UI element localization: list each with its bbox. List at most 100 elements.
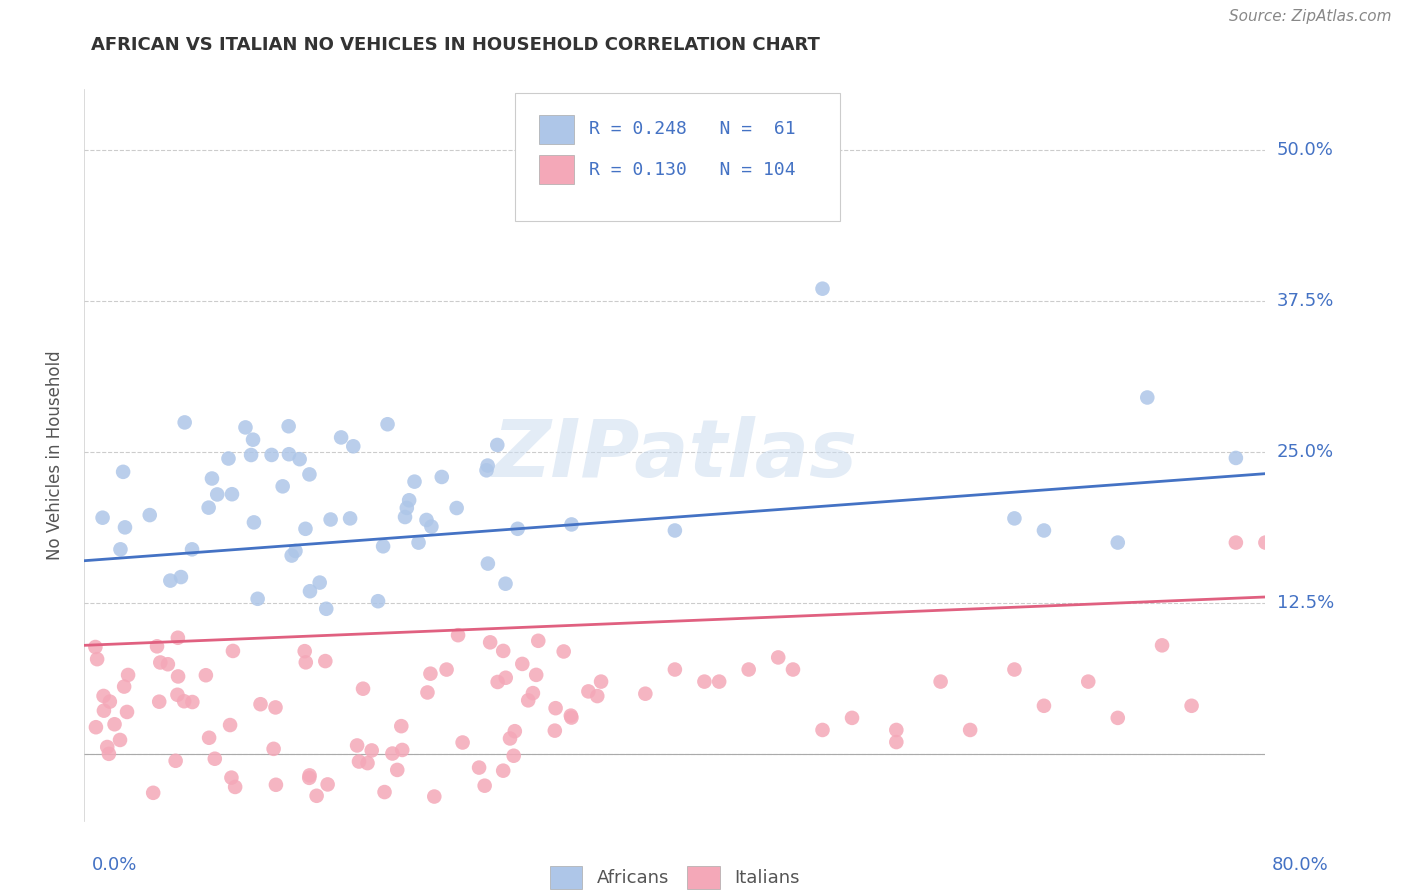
Point (222, 644, 245, 658)
Point (96, 739, 118, 754)
Point (360, 743, 382, 757)
Point (117, 668, 139, 682)
Point (886, 723, 908, 737)
Point (319, 512, 342, 526)
Point (347, 755, 370, 769)
Point (218, 451, 240, 466)
Text: R = 0.130   N = 104: R = 0.130 N = 104 (589, 161, 796, 178)
Point (110, 542, 132, 557)
Point (394, 510, 416, 524)
Point (298, 771, 321, 785)
Point (387, 763, 409, 777)
Point (115, 705, 138, 719)
Point (207, 487, 229, 501)
Point (149, 656, 172, 670)
Point (271, 479, 294, 493)
Point (173, 694, 195, 708)
Point (352, 681, 374, 696)
Point (112, 465, 135, 479)
Point (84, 640, 107, 654)
Point (264, 778, 287, 792)
Point (224, 780, 246, 794)
Point (664, 663, 686, 677)
Point (841, 711, 863, 725)
Point (167, 669, 190, 683)
Point (156, 657, 179, 672)
Point (298, 584, 321, 599)
Text: R = 0.248   N =  61: R = 0.248 N = 61 (589, 120, 796, 138)
Point (277, 419, 299, 434)
Point (423, 789, 446, 804)
Point (166, 688, 188, 702)
Point (389, 719, 412, 733)
Point (475, 463, 498, 477)
Point (243, 516, 266, 530)
Point (138, 508, 160, 522)
Point (560, 708, 582, 723)
Point (474, 779, 496, 793)
Point (959, 723, 981, 737)
Point (591, 674, 613, 689)
Point (1004, 663, 1026, 677)
Point (553, 644, 575, 658)
Point (560, 517, 583, 532)
Point (373, 785, 395, 799)
Text: ZIPatlas: ZIPatlas (492, 416, 858, 494)
Point (93, 704, 115, 718)
Point (468, 761, 491, 775)
Point (371, 539, 394, 553)
Point (415, 513, 437, 527)
Point (167, 631, 190, 645)
Point (108, 733, 131, 747)
Point (524, 668, 547, 682)
FancyBboxPatch shape (516, 93, 841, 221)
Point (377, 417, 399, 432)
Point (1225, 535, 1247, 549)
Text: 50.0%: 50.0% (1277, 141, 1333, 159)
Point (1107, 711, 1129, 725)
Point (84, 720, 107, 734)
Point (398, 493, 420, 508)
Point (294, 644, 316, 658)
Point (305, 789, 328, 803)
Point (142, 786, 165, 800)
Point (502, 748, 524, 763)
Point (294, 522, 316, 536)
Point (288, 452, 311, 467)
Point (201, 471, 224, 485)
Point (1077, 674, 1099, 689)
Point (576, 684, 599, 698)
Point (1136, 391, 1159, 405)
Point (929, 674, 952, 689)
Y-axis label: No Vehicles in Household: No Vehicles in Household (45, 350, 63, 560)
Point (197, 500, 219, 515)
Legend: Africans, Italians: Africans, Italians (543, 859, 807, 892)
Point (510, 657, 533, 671)
Point (446, 501, 468, 516)
Point (330, 430, 353, 444)
Point (517, 693, 540, 707)
Point (408, 535, 430, 549)
Point (419, 666, 441, 681)
Point (1225, 450, 1247, 465)
Point (240, 448, 263, 462)
Point (560, 710, 582, 724)
Point (342, 439, 364, 453)
Point (1032, 524, 1054, 538)
Bar (538, 115, 575, 145)
Point (486, 438, 509, 452)
Point (198, 731, 221, 745)
Point (170, 570, 193, 584)
Point (586, 689, 609, 703)
Point (495, 671, 517, 685)
Point (103, 717, 125, 731)
Point (451, 735, 474, 749)
Point (447, 628, 470, 642)
Point (486, 675, 509, 690)
Point (148, 695, 170, 709)
Point (219, 718, 242, 732)
Point (98, 695, 121, 709)
Point (86, 652, 108, 666)
Point (316, 777, 339, 791)
Point (93, 689, 115, 703)
